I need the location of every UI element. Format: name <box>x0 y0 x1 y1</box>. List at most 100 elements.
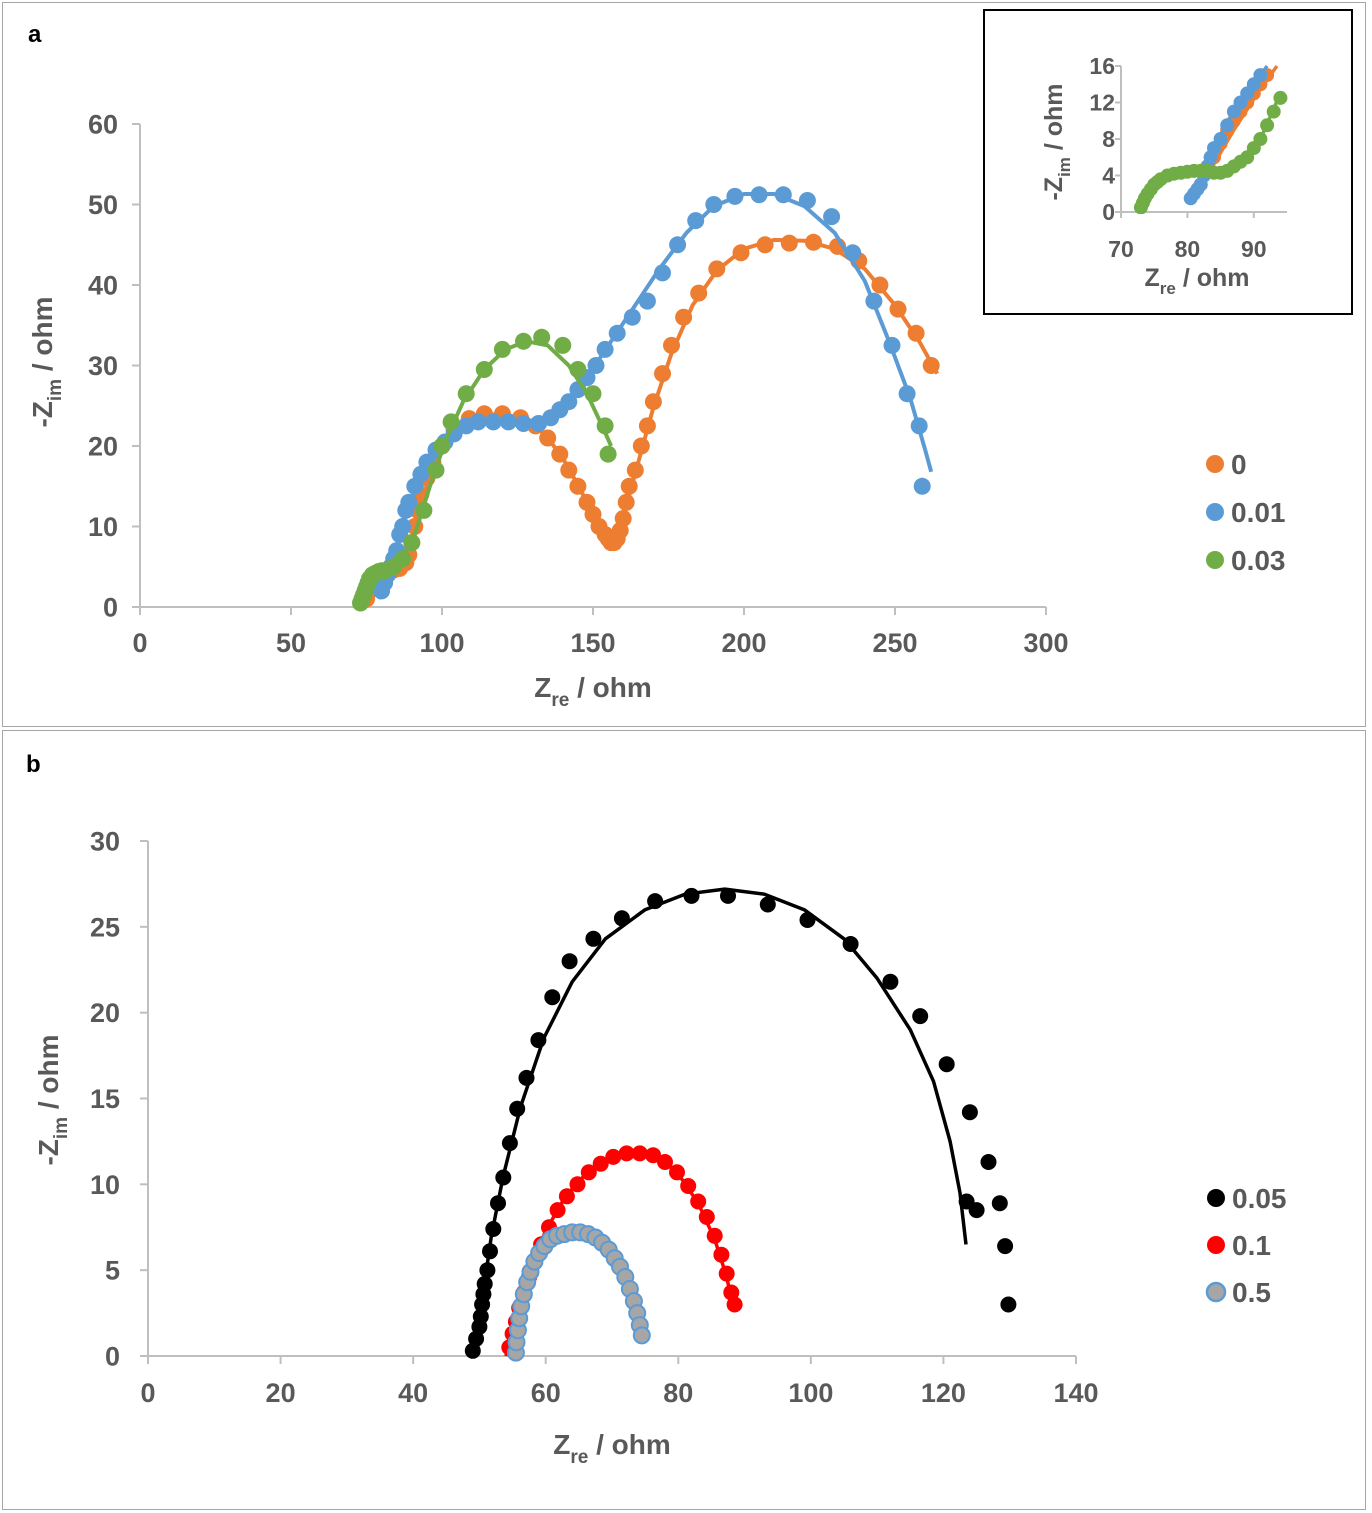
data-point-0.01 <box>515 415 532 432</box>
data-point-0 <box>551 445 569 463</box>
x-tick-label: 70 <box>1108 236 1134 262</box>
data-point-0.03 <box>1266 104 1281 119</box>
data-point-0.01 <box>844 244 862 262</box>
y-axis-label-sub: im <box>1055 157 1074 177</box>
y-tick-label: 30 <box>90 826 120 856</box>
y-tick-label: 40 <box>88 270 118 300</box>
x-tick-label: 0 <box>140 1378 155 1408</box>
data-point-0 <box>638 417 656 435</box>
data-point-0.01 <box>898 385 916 403</box>
y-axis-label-unit: / ohm <box>27 296 58 378</box>
data-point-0.1 <box>645 1147 662 1164</box>
data-point-0 <box>732 244 750 262</box>
data-point-0.1 <box>723 1284 740 1301</box>
legend-label-0.5: 0.5 <box>1232 1277 1271 1308</box>
y-tick-label: 50 <box>88 190 118 220</box>
x-tick-label: 250 <box>872 628 917 658</box>
legend-marker-0.01 <box>1206 503 1224 521</box>
x-axis-label-main: Z <box>1145 264 1160 292</box>
data-point-0.1 <box>558 1188 575 1205</box>
data-point-0.01 <box>484 413 502 431</box>
series-0.01 <box>373 186 934 600</box>
data-point-0.05 <box>561 953 578 970</box>
data-point-0.01 <box>560 393 578 411</box>
chart-a-axes: 0 50 100 150 200 250 300 0 10 20 30 40 50 60 Zre / ohm… <box>27 109 1069 711</box>
legend-marker-0 <box>1206 455 1224 473</box>
data-point-0.05 <box>613 910 630 927</box>
y-axis-label: -Zim / ohm <box>27 296 66 427</box>
legend-label-0: 0 <box>1231 449 1247 480</box>
data-point-0.1 <box>706 1227 723 1244</box>
data-point-0 <box>626 461 644 479</box>
data-point-0.5 <box>632 1326 651 1345</box>
data-point-0.1 <box>690 1193 707 1210</box>
data-point-0.05 <box>479 1262 496 1279</box>
y-axis-label-main: -Z <box>27 401 58 427</box>
y-tick-label: 25 <box>90 912 120 942</box>
data-point-0.01 <box>798 192 816 209</box>
y-axis-label-main: -Z <box>1040 177 1068 201</box>
data-point-0.03 <box>493 340 511 358</box>
x-tick-label: 40 <box>398 1378 428 1408</box>
data-point-0.01 <box>910 417 928 435</box>
y-tick-label: 8 <box>1102 126 1115 152</box>
data-point-0.01 <box>823 208 841 226</box>
data-point-0 <box>663 336 680 354</box>
x-tick-label: 150 <box>570 628 615 658</box>
data-point-0.1 <box>669 1164 685 1181</box>
y-tick-label: 20 <box>88 431 118 461</box>
inset-frame <box>983 9 1353 315</box>
legend-marker-0.5 <box>1205 1281 1227 1303</box>
x-tick-label: 50 <box>276 628 306 658</box>
y-tick-label: 5 <box>105 1256 120 1286</box>
data-point-0 <box>569 477 587 495</box>
data-point-0.05 <box>1000 1296 1017 1313</box>
legend-marker-0.1 <box>1207 1236 1225 1254</box>
data-point-0.05 <box>980 1154 997 1170</box>
data-point-0.05 <box>938 1056 955 1073</box>
data-point-0.1 <box>726 1296 743 1313</box>
data-point-0.01 <box>913 477 931 495</box>
x-axis-label-sub: re <box>551 690 569 711</box>
x-axis-label-sub: re <box>1160 279 1176 298</box>
x-axis-label-unit: / ohm <box>1176 264 1250 292</box>
x-axis-label-unit: / ohm <box>588 1429 670 1460</box>
data-point-0.03 <box>584 385 602 403</box>
data-point-0.01 <box>400 493 418 511</box>
x-axis-label-main: Z <box>534 672 551 703</box>
data-point-0.03 <box>457 385 475 403</box>
legend-marker-0.03 <box>1206 551 1224 569</box>
clipped-series <box>1133 64 1288 214</box>
chart-a-series <box>352 186 940 612</box>
series-0.5 <box>506 1223 651 1362</box>
data-point-0.01 <box>669 236 687 254</box>
data-point-0.01 <box>750 186 768 204</box>
fit-line-0.05 <box>475 887 968 1357</box>
data-point-0 <box>708 260 726 278</box>
y-tick-label: 4 <box>1102 163 1115 189</box>
data-point-0.03 <box>475 361 493 378</box>
data-point-0.03 <box>554 336 572 354</box>
data-point-0.05 <box>759 896 776 913</box>
data-point-0.05 <box>468 1330 485 1347</box>
data-point-0 <box>617 493 635 511</box>
data-point-0.01 <box>883 336 901 354</box>
legend-label-0.03: 0.03 <box>1231 545 1286 576</box>
data-point-0.03 <box>442 413 460 431</box>
panel-b-letter: b <box>26 751 41 778</box>
data-point-0.01 <box>638 292 656 310</box>
y-axis-label-unit: / ohm <box>1040 83 1068 157</box>
x-axis-label: Zre / ohm <box>553 1429 671 1468</box>
y-axis-label-unit: / ohm <box>33 1034 64 1116</box>
data-point-0.05 <box>912 1008 929 1025</box>
series-0.03 <box>352 328 617 612</box>
data-point-0.03 <box>533 328 551 346</box>
data-point-0.05 <box>683 887 700 904</box>
data-point-0.01 <box>1213 132 1228 146</box>
legend-label-0.01: 0.01 <box>1231 497 1286 528</box>
data-point-0.05 <box>501 1135 518 1152</box>
data-point-0.05 <box>585 930 602 947</box>
y-axis-label: -Zim / ohm <box>1040 83 1074 200</box>
y-tick-label: 60 <box>88 109 118 139</box>
data-point-0 <box>539 429 557 447</box>
